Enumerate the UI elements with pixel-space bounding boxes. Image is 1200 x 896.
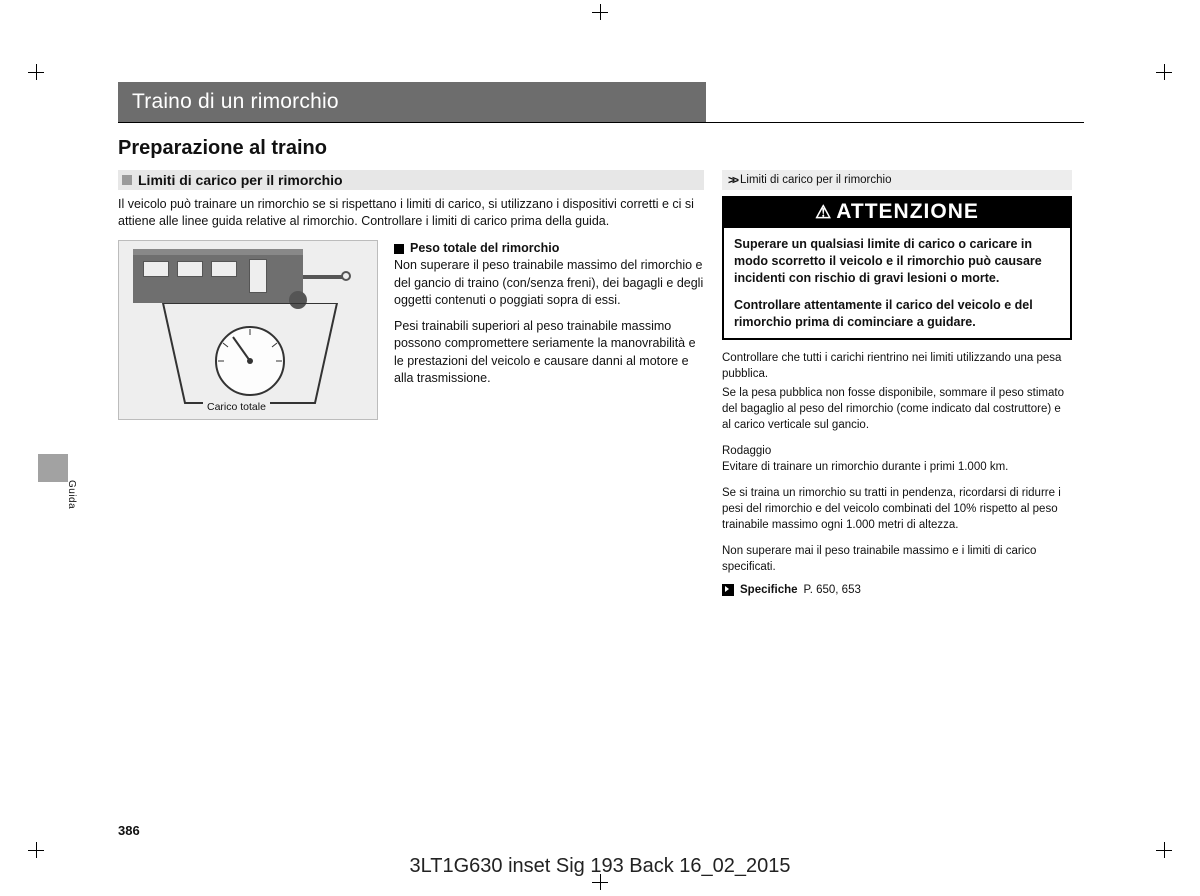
reference-label: Limiti di carico per il rimorchio [740, 174, 891, 186]
chevron-icon: >> [728, 173, 736, 187]
note-3a: Rodaggio [722, 443, 1072, 459]
page-title: Traino di un rimorchio [118, 82, 706, 122]
link-arrow-icon [722, 584, 734, 596]
warning-icon: ⚠ [815, 202, 832, 223]
crop-mark [592, 4, 608, 20]
chapter-tab [38, 454, 68, 482]
spec-label: Specifiche [740, 584, 798, 596]
square-bullet-icon [394, 244, 404, 254]
note-5: Non superare mai il peso trainabile mass… [722, 543, 1072, 575]
crop-mark [28, 64, 44, 80]
crop-mark [1156, 64, 1172, 80]
note-1: Controllare che tutti i carichi rientrin… [722, 350, 1072, 382]
page-number: 386 [118, 823, 140, 838]
print-footer: 3LT1G630 inset Sig 193 Back 16_02_2015 [0, 855, 1200, 878]
warning-p2: Controllare attentamente il carico del v… [734, 297, 1060, 331]
spec-ref: Specifiche P. 650, 653 [722, 584, 1072, 596]
illustration-caption: Carico totale [203, 401, 270, 413]
spec-pages: P. 650, 653 [804, 584, 861, 596]
note-2: Se la pesa pubblica non fosse disponibil… [722, 385, 1072, 433]
title-rule [118, 122, 1084, 123]
warning-p1: Superare un qualsiasi limite di carico o… [734, 236, 1060, 287]
body-bold: Peso totale del rimorchio [410, 240, 559, 258]
body-p1: Non superare il peso trainabile massimo … [394, 257, 704, 310]
note-4: Se si traina un rimorchio su tratti in p… [722, 485, 1072, 533]
square-bullet-icon [122, 175, 132, 185]
warning-header: ⚠ ATTENZIONE [724, 198, 1070, 228]
section-heading: Preparazione al traino [118, 137, 1084, 160]
note-3b: Evitare di trainare un rimorchio durante… [722, 459, 1072, 475]
warning-box: ⚠ ATTENZIONE Superare un qualsiasi limit… [722, 196, 1072, 340]
side-column: >> Limiti di carico per il rimorchio ⚠ A… [722, 170, 1072, 596]
warning-title: ATTENZIONE [836, 200, 979, 224]
subsection-label: Limiti di carico per il rimorchio [138, 172, 343, 188]
trailer-illustration: Carico totale [118, 240, 378, 420]
reference-bar: >> Limiti di carico per il rimorchio [722, 170, 1072, 190]
body-text: Peso totale del rimorchio Non superare i… [394, 240, 704, 420]
body-p2: Pesi trainabili superiori al peso traina… [394, 318, 704, 388]
chapter-tab-label: Guida [66, 480, 77, 509]
intro-text: Il veicolo può trainare un rimorchio se … [118, 196, 704, 230]
subsection-bar: Limiti di carico per il rimorchio [118, 170, 704, 190]
main-column: Limiti di carico per il rimorchio Il vei… [118, 170, 704, 596]
page-content: Traino di un rimorchio Preparazione al t… [118, 82, 1084, 596]
